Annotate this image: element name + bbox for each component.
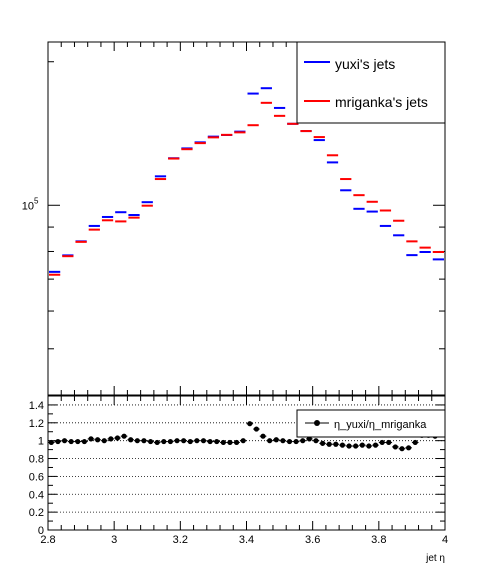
ratio-point: [313, 438, 319, 444]
bottom-y-tick-label: 0.4: [29, 489, 44, 501]
ratio-point: [319, 440, 326, 446]
ratio-point: [406, 445, 412, 451]
ratio-point: [101, 438, 107, 444]
ratio-point: [134, 438, 140, 444]
top-series: [49, 87, 444, 276]
ratio-point: [386, 439, 392, 446]
bottom-y-tick-label: 1.2: [29, 418, 44, 430]
ratio-point: [333, 441, 339, 447]
bottom-y-tick-label: 1.4: [29, 400, 44, 412]
ratio-point: [154, 439, 160, 446]
ratio-point: [55, 438, 61, 445]
ratio-point: [75, 438, 81, 445]
legend-label-ratio: η_yuxi/η_mriganka: [334, 419, 427, 431]
x-tick-label: 3.4: [239, 534, 254, 546]
bottom-legend: η_yuxi/η_mriganka: [296, 409, 446, 438]
ratio-point: [88, 436, 94, 442]
ratio-point: [187, 438, 193, 445]
x-tick-label: 3.6: [305, 534, 320, 546]
bottom-y-tick-label: 0.8: [29, 454, 44, 466]
ratio-point: [293, 438, 299, 445]
ratio-point: [286, 438, 293, 445]
x-tick-label: 3: [111, 534, 117, 546]
x-tick-label: 3.2: [173, 534, 188, 546]
bottom-y-tick-label: 1: [38, 436, 44, 448]
ratio-point: [161, 438, 167, 445]
top-y-tick-label-base: 10: [22, 200, 34, 212]
top-y-tick-label-exp: 5: [34, 196, 39, 205]
ratio-series: [48, 421, 445, 452]
ratio-point: [68, 438, 74, 445]
ratio-point: [379, 439, 385, 446]
ratio-point: [247, 421, 253, 427]
bottom-y-tick-labels: 0 0.2 0.4 0.6 0.8 1 1.2 1.4: [29, 400, 44, 537]
ratio-point: [95, 437, 101, 443]
ratio-point: [326, 441, 332, 447]
ratio-point: [108, 436, 114, 442]
ratio-point: [200, 438, 207, 444]
ratio-point: [372, 442, 379, 448]
legend-label-yuxi: yuxi's jets: [335, 56, 395, 72]
ratio-point: [392, 444, 398, 450]
ratio-point: [220, 439, 226, 446]
x-tick-labels: 2.8 3 3.2 3.4 3.6 3.8 4: [40, 534, 448, 546]
ratio-panel: 0 0.2 0.4 0.6 0.8 1 1.2 1.4 2.8 3 3.2 3.4 3.6 3.8 4 η…: [29, 395, 448, 564]
ratio-point: [306, 436, 312, 442]
ratio-point: [240, 438, 246, 444]
ratio-point: [61, 438, 68, 444]
bottom-y-tick-label: 0.6: [29, 471, 44, 483]
ratio-point: [167, 438, 174, 445]
top-y-tick-labels: 10 5: [22, 196, 39, 212]
ratio-point: [147, 438, 154, 445]
ratio-point: [366, 443, 372, 449]
legend-label-mriganka: mriganka's jets: [335, 94, 428, 110]
ratio-point: [339, 442, 346, 448]
x-tick-label: 3.8: [371, 534, 386, 546]
ratio-point: [48, 439, 54, 446]
ratio-point: [346, 443, 352, 449]
top-legend-box: [296, 41, 446, 124]
ratio-point: [233, 439, 240, 446]
ratio-point: [267, 438, 273, 444]
ratio-point: [353, 443, 359, 449]
bottom-y-tick-label: 0.2: [29, 507, 44, 519]
distribution-panel: 10 5 yuxi's jets mriganka's jets: [22, 41, 446, 396]
top-legend: yuxi's jets mriganka's jets: [296, 41, 446, 124]
ratio-point: [174, 438, 180, 444]
ratio-point: [227, 439, 233, 446]
ratio-point: [128, 437, 134, 443]
ratio-point: [260, 433, 266, 439]
ratio-point: [300, 438, 306, 444]
ratio-point: [121, 433, 127, 439]
ratio-point: [359, 442, 365, 448]
ratio-point: [114, 435, 121, 441]
ratio-point: [141, 438, 147, 444]
ratio-point: [214, 438, 220, 445]
ratio-point: [399, 446, 405, 452]
ratio-point: [81, 438, 87, 445]
bottom-y-tick-label: 0: [38, 525, 44, 537]
legend-swatch-ratio-marker: [314, 420, 320, 426]
ratio-point: [280, 438, 286, 444]
x-tick-label: 4: [442, 534, 448, 546]
ratio-point: [194, 438, 200, 444]
ratio-point: [412, 439, 418, 446]
ratio-point: [273, 437, 279, 443]
ratio-point: [253, 426, 260, 432]
ratio-point: [207, 438, 213, 445]
x-tick-label: 2.8: [40, 534, 55, 546]
ratio-point: [181, 438, 187, 444]
x-axis-title: jet η: [425, 553, 445, 564]
